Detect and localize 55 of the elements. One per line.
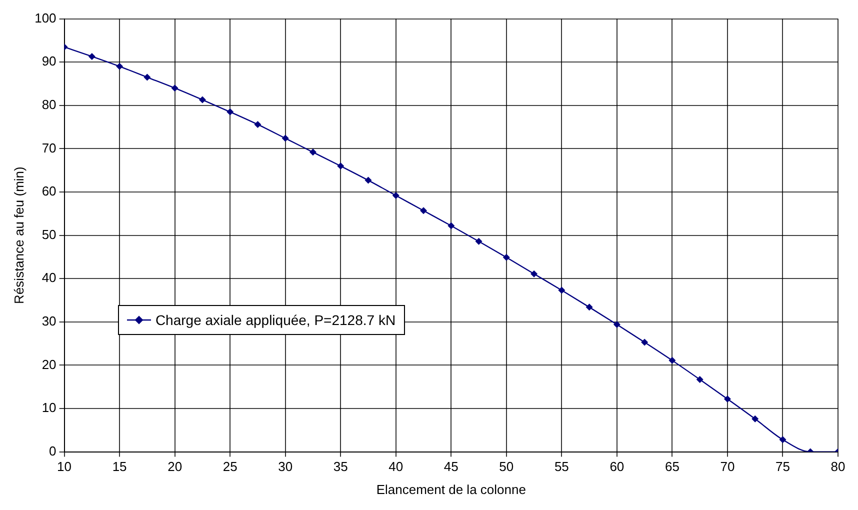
point [198,96,206,104]
y-tick-label: 10 [42,400,56,416]
y-tick-label: 30 [42,313,56,328]
point [392,192,400,199]
point [337,162,344,170]
point [88,52,96,60]
point [530,270,538,278]
y-axis-title: Résistance au feu (min) [11,166,26,304]
x-tick-label: 70 [720,459,735,474]
x-tick-label: 55 [554,459,569,474]
x-tick-label: 45 [444,459,458,474]
x-tick-label: 60 [610,459,624,474]
point [668,356,676,364]
point [752,415,759,422]
point [586,304,593,311]
point [641,338,648,346]
y-tick-label: 0 [49,443,56,458]
point [144,74,151,81]
point [171,84,178,92]
x-tick-label: 10 [57,459,72,474]
point [282,134,289,142]
x-tick-label: 20 [168,459,182,474]
y-tick-label: 100 [34,10,56,26]
point [475,238,482,245]
point [779,436,786,444]
point [254,120,262,128]
x-tick-label: 80 [830,459,846,474]
x-tick-label: 50 [499,459,514,474]
x-tick-label: 15 [112,459,127,474]
point [696,376,704,383]
point [226,108,234,116]
legend-label: Charge axiale appliquée, P=2128.7 kN [155,312,396,328]
y-tick-label: 90 [42,54,56,69]
y-tick-label: 50 [42,226,56,242]
point [364,176,372,184]
y-tick-label: 70 [42,140,56,156]
x-axis-title: Elancement de la colonne [376,482,526,497]
point [420,207,428,214]
x-tick-label: 30 [278,459,293,474]
y-tick-label: 80 [42,96,56,112]
point [116,62,124,70]
y-tick-label: 40 [42,270,56,286]
point [558,286,566,294]
x-tick-label: 40 [388,459,404,474]
point [309,148,316,156]
point [448,222,455,230]
point [613,321,620,328]
y-tick-label: 60 [42,184,56,199]
y-tick-label: 20 [42,356,56,372]
point [502,254,510,261]
x-tick-label: 35 [333,459,348,474]
x-tick-label: 65 [664,459,680,474]
point [724,395,731,402]
x-tick-label: 75 [776,459,790,474]
x-tick-label: 25 [222,459,238,474]
